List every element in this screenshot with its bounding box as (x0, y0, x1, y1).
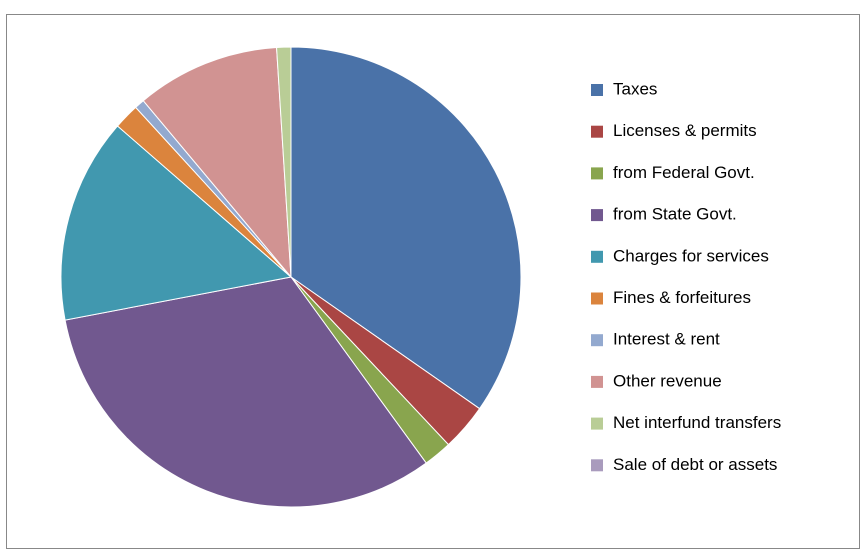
legend-swatch (591, 209, 603, 222)
legend-label: Net interfund transfers (613, 413, 781, 432)
legend-label: Other revenue (613, 371, 722, 390)
legend-swatch (591, 167, 603, 180)
legend-swatch (591, 459, 603, 472)
legend-label: Fines & forfeitures (613, 288, 751, 307)
pie (60, 46, 522, 508)
legend-swatch (591, 84, 603, 96)
legend-label: Taxes (613, 79, 657, 98)
legend: Taxes Licenses & permits from Federal Govt… (591, 79, 781, 474)
pie-slice (60, 125, 293, 321)
legend-swatch (591, 125, 603, 138)
pie-slice (142, 46, 292, 279)
legend-label: Sale of debt or assets (613, 455, 777, 474)
pie-slice (290, 46, 522, 410)
legend-label: from Federal Govt. (613, 163, 755, 182)
legend-swatch (591, 375, 603, 388)
legend-label: Licenses & permits (613, 121, 757, 140)
legend-label: from State Govt. (613, 205, 737, 224)
legend-swatch (591, 250, 603, 263)
legend-swatch (591, 292, 603, 305)
legend-label: Interest & rent (613, 330, 720, 349)
legend-swatch (591, 417, 603, 430)
pie-slice (64, 276, 427, 508)
legend-label: Charges for services (613, 246, 769, 265)
legend-swatch (591, 334, 603, 347)
